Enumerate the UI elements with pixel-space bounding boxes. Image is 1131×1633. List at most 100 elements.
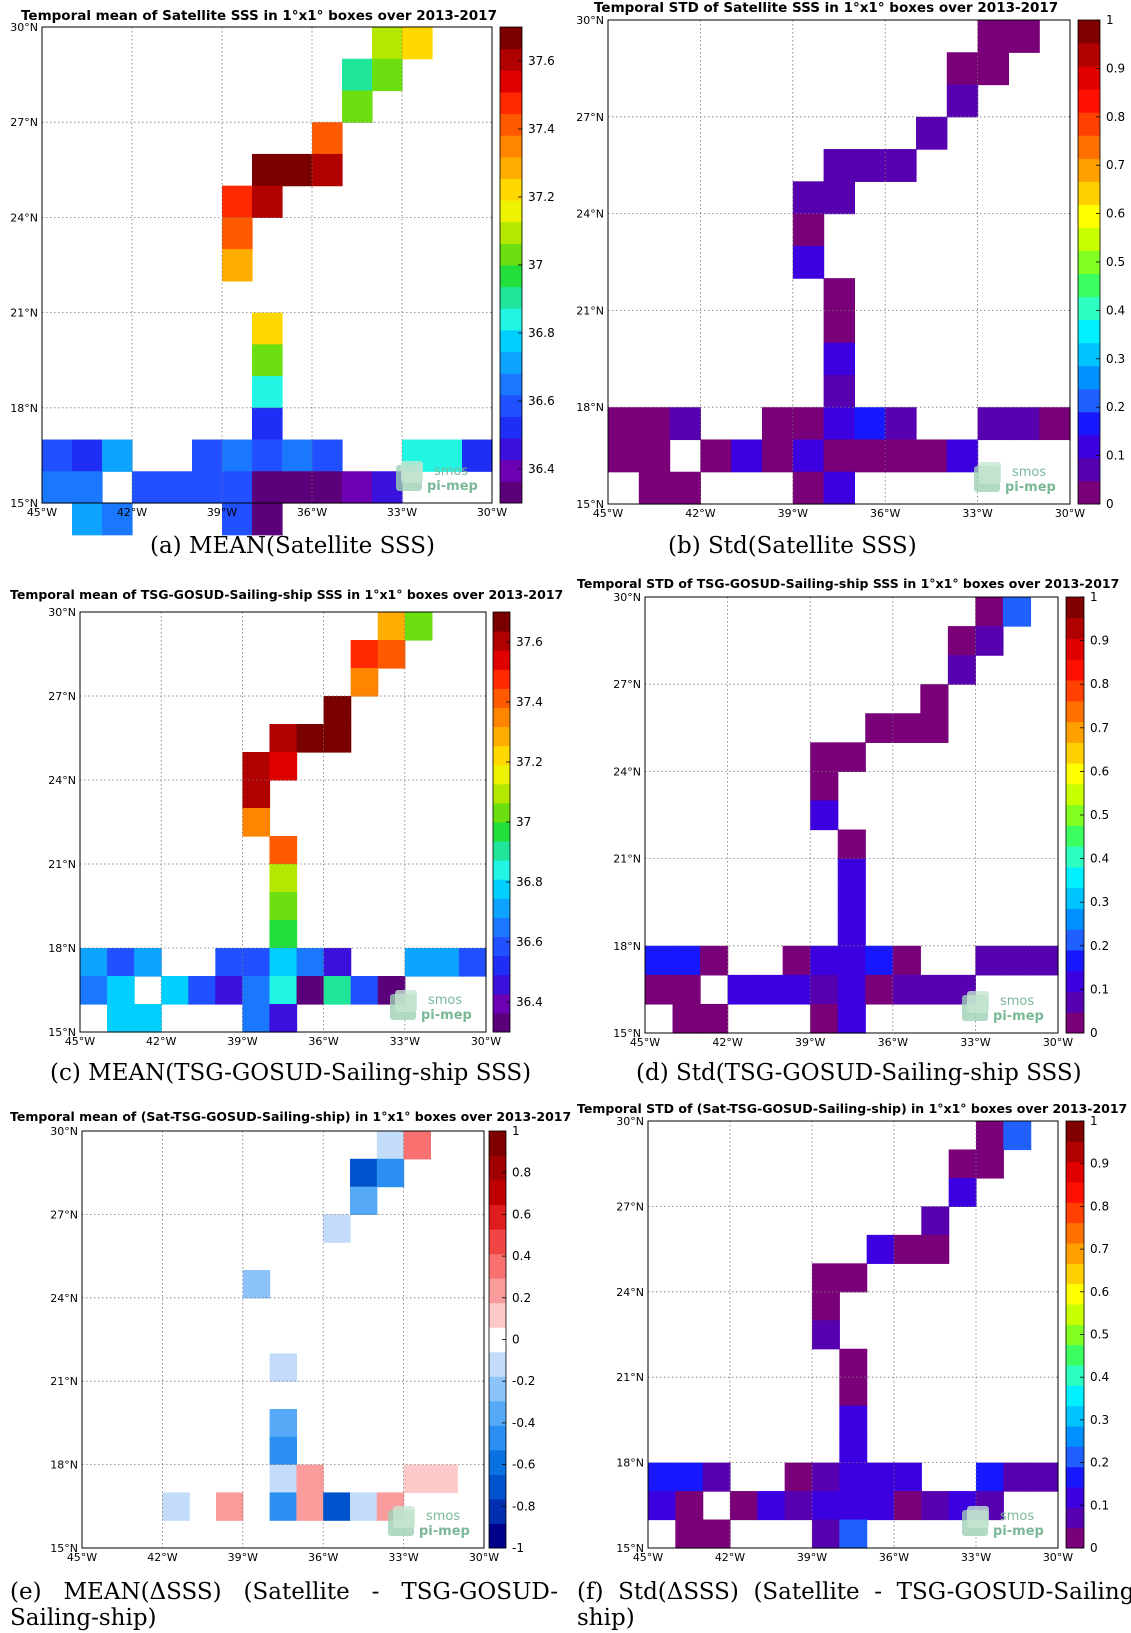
colorbar-segment [1066,1304,1084,1325]
colorbar-segment [1066,721,1084,743]
heatmap-cell [812,1263,840,1293]
colorbar-segment [1066,1121,1084,1142]
heatmap-cell [269,1464,297,1493]
colorbar-segment [1066,887,1084,909]
colorbar-tick-label: 0.5 [1090,1328,1109,1342]
panel-f: Temporal STD of (Sat-TSG-GOSUD-Sailing-s… [577,1101,1131,1631]
colorbar-segment [1078,273,1100,298]
colorbar-tick-label: 0.6 [1106,207,1125,221]
heatmap-cell [403,1464,431,1493]
heatmap-cell [702,1462,731,1492]
colorbar: 0 0.1 0.2 0.3 0.4 0.5 0.6 0.7 0.8 0.9 1 [1065,1114,1109,1555]
heatmap-cell [282,439,313,472]
colorbar-segment [1078,388,1100,413]
logo-text: smos [1000,994,1034,1009]
panel-caption: (f) Std(ΔSSS) (Satellite - TSG-GOSUD-Sai… [577,1579,1131,1605]
colorbar-tick-label: 0.8 [1090,1199,1109,1213]
x-tick-label: 42°W [117,506,147,519]
heatmap-cell [892,713,921,743]
heatmap-cell [839,1519,868,1549]
colorbar-segment [493,917,510,938]
heatmap-cell [702,1519,731,1549]
colorbar-tick-label: 0.6 [1090,1285,1109,1299]
heatmap-cell [323,948,352,977]
colorbar-tick-label: 0.8 [1090,677,1109,691]
heatmap-cell [107,1004,135,1033]
colorbar-tick-label: 0.3 [1090,895,1109,909]
heatmap-cell [837,974,866,1005]
heatmap-cell [894,1462,922,1492]
heatmap-cell [837,858,866,889]
panel-title: Temporal mean of TSG-GOSUD-Sailing-ship … [10,587,563,602]
colorbar-segment [493,707,510,728]
x-tick-label: 39°W [797,1551,827,1564]
colorbar-tick-label: 36.8 [516,875,543,889]
heatmap-cell [269,920,298,949]
heatmap-cell [462,439,493,472]
heatmap-cell [107,976,135,1005]
colorbar-segment [1066,825,1084,847]
colorbar-segment [500,351,522,374]
colorbar-segment [1066,1283,1084,1305]
colorbar-segment [1066,1243,1084,1264]
panel-caption: (b) Std(Satellite SSS) [668,533,917,559]
heatmap-cell [977,52,1009,86]
heatmap-cell [854,439,886,473]
heatmap-cell [948,1149,977,1179]
heatmap-cell [892,974,921,1005]
colorbar-tick-label: 0 [1090,1541,1098,1555]
heatmap-cell [252,344,283,377]
heatmap-cell [431,948,460,977]
y-tick-label: 21°N [48,858,76,871]
heatmap-cell [242,752,271,781]
colorbar-tick-label: 0.8 [512,1166,531,1180]
heatmap-cell [731,439,763,473]
colorbar-segment [1066,659,1084,681]
colorbar-segment [493,1012,510,1033]
heatmap-cell [921,1206,950,1236]
colorbar-tick-label: 0.3 [1106,352,1125,366]
colorbar-segment [1066,1385,1084,1407]
colorbar-segment [1066,783,1084,806]
y-tick-label: 27°N [616,1200,644,1213]
x-tick-label: 45°W [65,1035,95,1048]
logo-text: pi-mep [427,479,478,494]
plot-frame [79,611,487,1033]
colorbar: 0 0.1 0.2 0.3 0.4 0.5 0.6 0.7 0.8 0.9 1 [1077,13,1125,511]
heatmap-cell [350,1158,378,1188]
heatmap-cell [269,724,298,753]
x-tick-label: 36°W [308,1035,338,1048]
colorbar-segment [500,459,522,482]
heatmap-cell [854,407,886,441]
heatmap-cell [342,90,373,123]
heatmap-cell [72,471,103,504]
heatmap-cell [242,948,271,977]
colorbar-segment [493,612,510,632]
heatmap-cell [80,948,108,977]
heatmap-cell [946,84,979,118]
heatmap-cell [921,1491,950,1521]
panel-title: Temporal STD of TSG-GOSUD-Sailing-ship S… [577,576,1119,591]
heatmap-cell [1003,1121,1032,1151]
heatmap-cell [215,976,243,1005]
colorbar-tick-label: 37.6 [516,635,543,649]
heatmap-cell [812,1519,840,1549]
heatmap-cell [792,407,825,441]
colorbar-segment [500,113,522,136]
colorbar-segment [1066,991,1084,1013]
panel-caption: (e) MEAN(ΔSSS) (Satellite - TSG-GOSUD- [10,1579,558,1605]
colorbar-segment [489,1498,506,1524]
heatmap-cell [432,439,463,472]
colorbar-segment [500,243,522,266]
heatmap-cell [648,1462,676,1492]
colorbar-segment [1066,1507,1084,1529]
colorbar-tick-label: 0.1 [1090,1498,1109,1512]
heatmap-cell [669,407,701,441]
colorbar-segment [493,860,510,880]
heatmap-cell [323,1492,351,1521]
heatmap-cell [812,1491,840,1521]
heatmap-cell [312,439,343,472]
heatmap-cell [269,1409,297,1438]
heatmap-cell [894,1234,922,1264]
